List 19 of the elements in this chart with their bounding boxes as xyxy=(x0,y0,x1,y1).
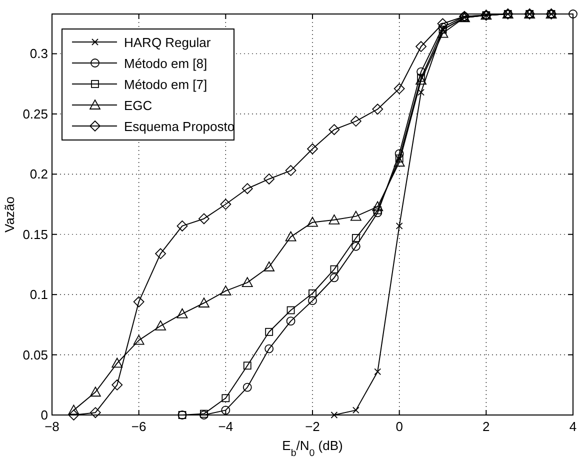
legend-label: Método em [8] xyxy=(124,56,208,71)
y-tick-label: 0.05 xyxy=(22,347,48,362)
legend-label: EGC xyxy=(124,98,152,113)
x-tick-label: −6 xyxy=(131,419,146,434)
y-tick-label: 0.2 xyxy=(30,166,48,182)
x-tick-label: 4 xyxy=(569,419,577,434)
x-tick-label: 2 xyxy=(482,419,490,434)
x-tick-label: −4 xyxy=(218,419,234,434)
legend-label: Método em [7] xyxy=(124,77,208,92)
y-tick-label: 0.25 xyxy=(22,106,48,122)
y-tick-label: 0.3 xyxy=(30,46,48,62)
legend-label: Esquema Proposto xyxy=(124,119,235,134)
y-tick-label: 0.1 xyxy=(30,287,48,302)
legend-label: HARQ Regular xyxy=(124,35,212,50)
y-axis-title: Vazão xyxy=(2,196,17,232)
y-tick-label: 0.15 xyxy=(22,226,48,242)
x-tick-label: 0 xyxy=(396,419,403,434)
x-tick-label: −2 xyxy=(305,419,320,434)
x-axis-title: E$_{b}$/N$_{0}$ (dB) xyxy=(282,438,343,458)
